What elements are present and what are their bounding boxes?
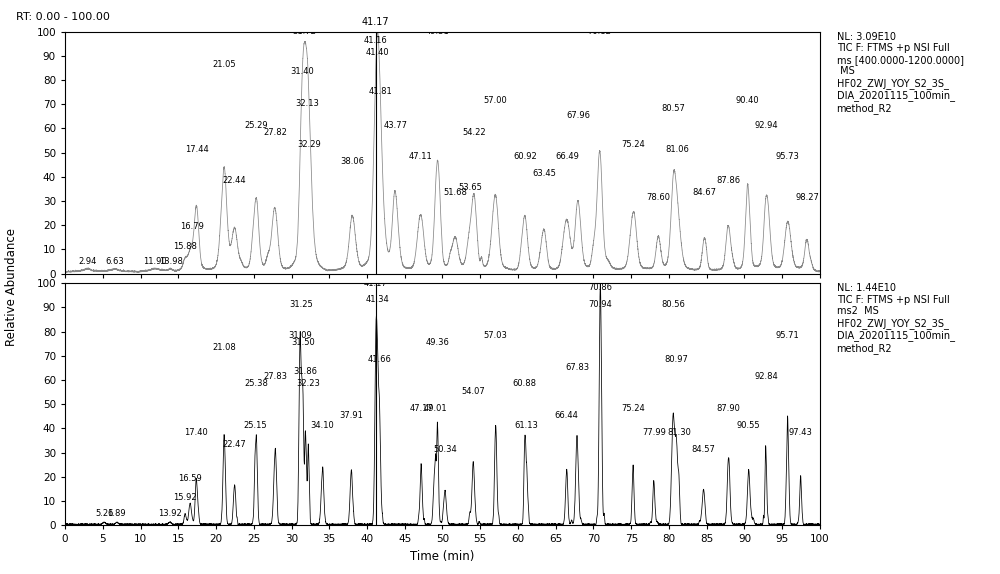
Text: 49.36: 49.36	[426, 338, 450, 347]
Text: Relative Abundance: Relative Abundance	[5, 228, 19, 346]
Text: 16.59: 16.59	[178, 474, 202, 483]
Text: RT: 0.00 - 100.00: RT: 0.00 - 100.00	[16, 12, 110, 22]
Text: 15.92: 15.92	[173, 493, 197, 502]
Text: 54.22: 54.22	[463, 128, 486, 137]
Text: 90.55: 90.55	[737, 421, 760, 429]
Text: 34.10: 34.10	[311, 421, 334, 429]
Text: 17.40: 17.40	[184, 428, 208, 437]
Text: 31.86: 31.86	[294, 367, 318, 377]
Text: 95.71: 95.71	[776, 331, 799, 340]
Text: 25.38: 25.38	[245, 379, 269, 389]
Text: 77.99: 77.99	[642, 428, 666, 437]
Text: 70.82: 70.82	[588, 28, 612, 36]
Text: 78.60: 78.60	[646, 193, 670, 202]
Text: 16.79: 16.79	[180, 222, 204, 231]
Text: 32.29: 32.29	[297, 140, 321, 149]
Text: 13.92: 13.92	[158, 509, 182, 518]
Text: 60.92: 60.92	[513, 152, 537, 161]
Text: 49.31: 49.31	[425, 28, 449, 36]
Text: 60.88: 60.88	[513, 379, 537, 389]
Text: 57.00: 57.00	[483, 96, 507, 106]
Text: 84.57: 84.57	[692, 445, 715, 454]
Text: 41.34: 41.34	[365, 295, 389, 304]
Text: 70.94: 70.94	[589, 300, 612, 309]
Text: 54.07: 54.07	[461, 387, 485, 395]
Text: 67.83: 67.83	[565, 363, 589, 371]
Text: 31.25: 31.25	[289, 300, 313, 309]
Text: 87.90: 87.90	[717, 404, 741, 413]
Text: 17.44: 17.44	[185, 145, 209, 154]
Text: 2.94: 2.94	[78, 257, 96, 266]
Text: 47.11: 47.11	[409, 152, 433, 161]
Text: 31.09: 31.09	[288, 331, 312, 340]
Text: 75.24: 75.24	[621, 404, 645, 413]
Text: 15.88: 15.88	[173, 242, 197, 251]
Text: 66.49: 66.49	[555, 152, 579, 161]
Text: 32.23: 32.23	[296, 379, 320, 389]
Text: 43.77: 43.77	[383, 121, 407, 130]
Text: 49.01: 49.01	[423, 404, 447, 413]
Text: 32.13: 32.13	[296, 99, 320, 108]
Text: 81.06: 81.06	[665, 145, 689, 154]
Text: 70.86: 70.86	[588, 283, 612, 292]
Text: 22.44: 22.44	[223, 176, 246, 185]
Text: 27.83: 27.83	[263, 372, 287, 381]
Text: 92.94: 92.94	[755, 121, 779, 130]
Text: 31.40: 31.40	[290, 67, 314, 76]
Text: 80.57: 80.57	[661, 104, 685, 113]
Text: 21.05: 21.05	[212, 60, 236, 69]
Text: 41.17: 41.17	[362, 17, 390, 27]
Text: 38.06: 38.06	[340, 157, 364, 166]
Text: 92.84: 92.84	[754, 372, 778, 381]
Text: 75.24: 75.24	[621, 140, 645, 149]
Text: 6.89: 6.89	[108, 509, 126, 518]
Text: 67.96: 67.96	[566, 111, 590, 120]
Text: 21.08: 21.08	[212, 343, 236, 352]
Text: 66.44: 66.44	[555, 411, 579, 420]
Text: 41.17: 41.17	[364, 279, 388, 288]
Text: 63.45: 63.45	[532, 169, 556, 178]
Text: NL: 1.44E10
TIC F: FTMS +p NSI Full
ms2  MS
HF02_ZWJ_YOY_S2_3S_
DIA_20201115_100: NL: 1.44E10 TIC F: FTMS +p NSI Full ms2 …	[837, 283, 955, 354]
Text: 84.67: 84.67	[692, 188, 716, 197]
X-axis label: Time (min): Time (min)	[410, 550, 475, 563]
Text: 6.63: 6.63	[106, 257, 124, 266]
Text: 90.40: 90.40	[736, 96, 759, 106]
Text: 5.21: 5.21	[95, 509, 114, 518]
Text: 81.30: 81.30	[667, 428, 691, 437]
Text: NL: 3.09E10
TIC F: FTMS +p NSI Full
ms [400.0000-1200.0000]
 MS
HF02_ZWJ_YOY_S2_: NL: 3.09E10 TIC F: FTMS +p NSI Full ms […	[837, 32, 964, 114]
Text: 95.73: 95.73	[776, 152, 800, 161]
Text: 51.68: 51.68	[443, 188, 467, 197]
Text: 37.91: 37.91	[339, 411, 363, 420]
Text: 31.72: 31.72	[293, 28, 316, 36]
Text: 13.98: 13.98	[159, 257, 182, 266]
Text: 25.29: 25.29	[244, 121, 268, 130]
Text: 98.27: 98.27	[795, 193, 819, 202]
Text: 61.13: 61.13	[515, 421, 538, 429]
Text: 87.86: 87.86	[716, 176, 740, 185]
Text: 53.65: 53.65	[458, 184, 482, 192]
Text: 41.66: 41.66	[368, 355, 391, 364]
Text: 47.17: 47.17	[409, 404, 433, 413]
Text: 11.90: 11.90	[143, 257, 167, 266]
Text: 41.40: 41.40	[366, 48, 389, 57]
Text: 22.47: 22.47	[223, 440, 247, 449]
Text: 41.16: 41.16	[364, 36, 388, 45]
Text: 80.97: 80.97	[664, 355, 688, 364]
Text: 41.81: 41.81	[369, 87, 393, 96]
Text: 27.82: 27.82	[263, 128, 287, 137]
Text: 31.50: 31.50	[291, 338, 315, 347]
Text: 57.03: 57.03	[484, 331, 508, 340]
Text: 50.34: 50.34	[433, 445, 457, 454]
Text: 97.43: 97.43	[789, 428, 813, 437]
Text: 80.56: 80.56	[661, 300, 685, 309]
Text: 25.15: 25.15	[243, 421, 267, 429]
